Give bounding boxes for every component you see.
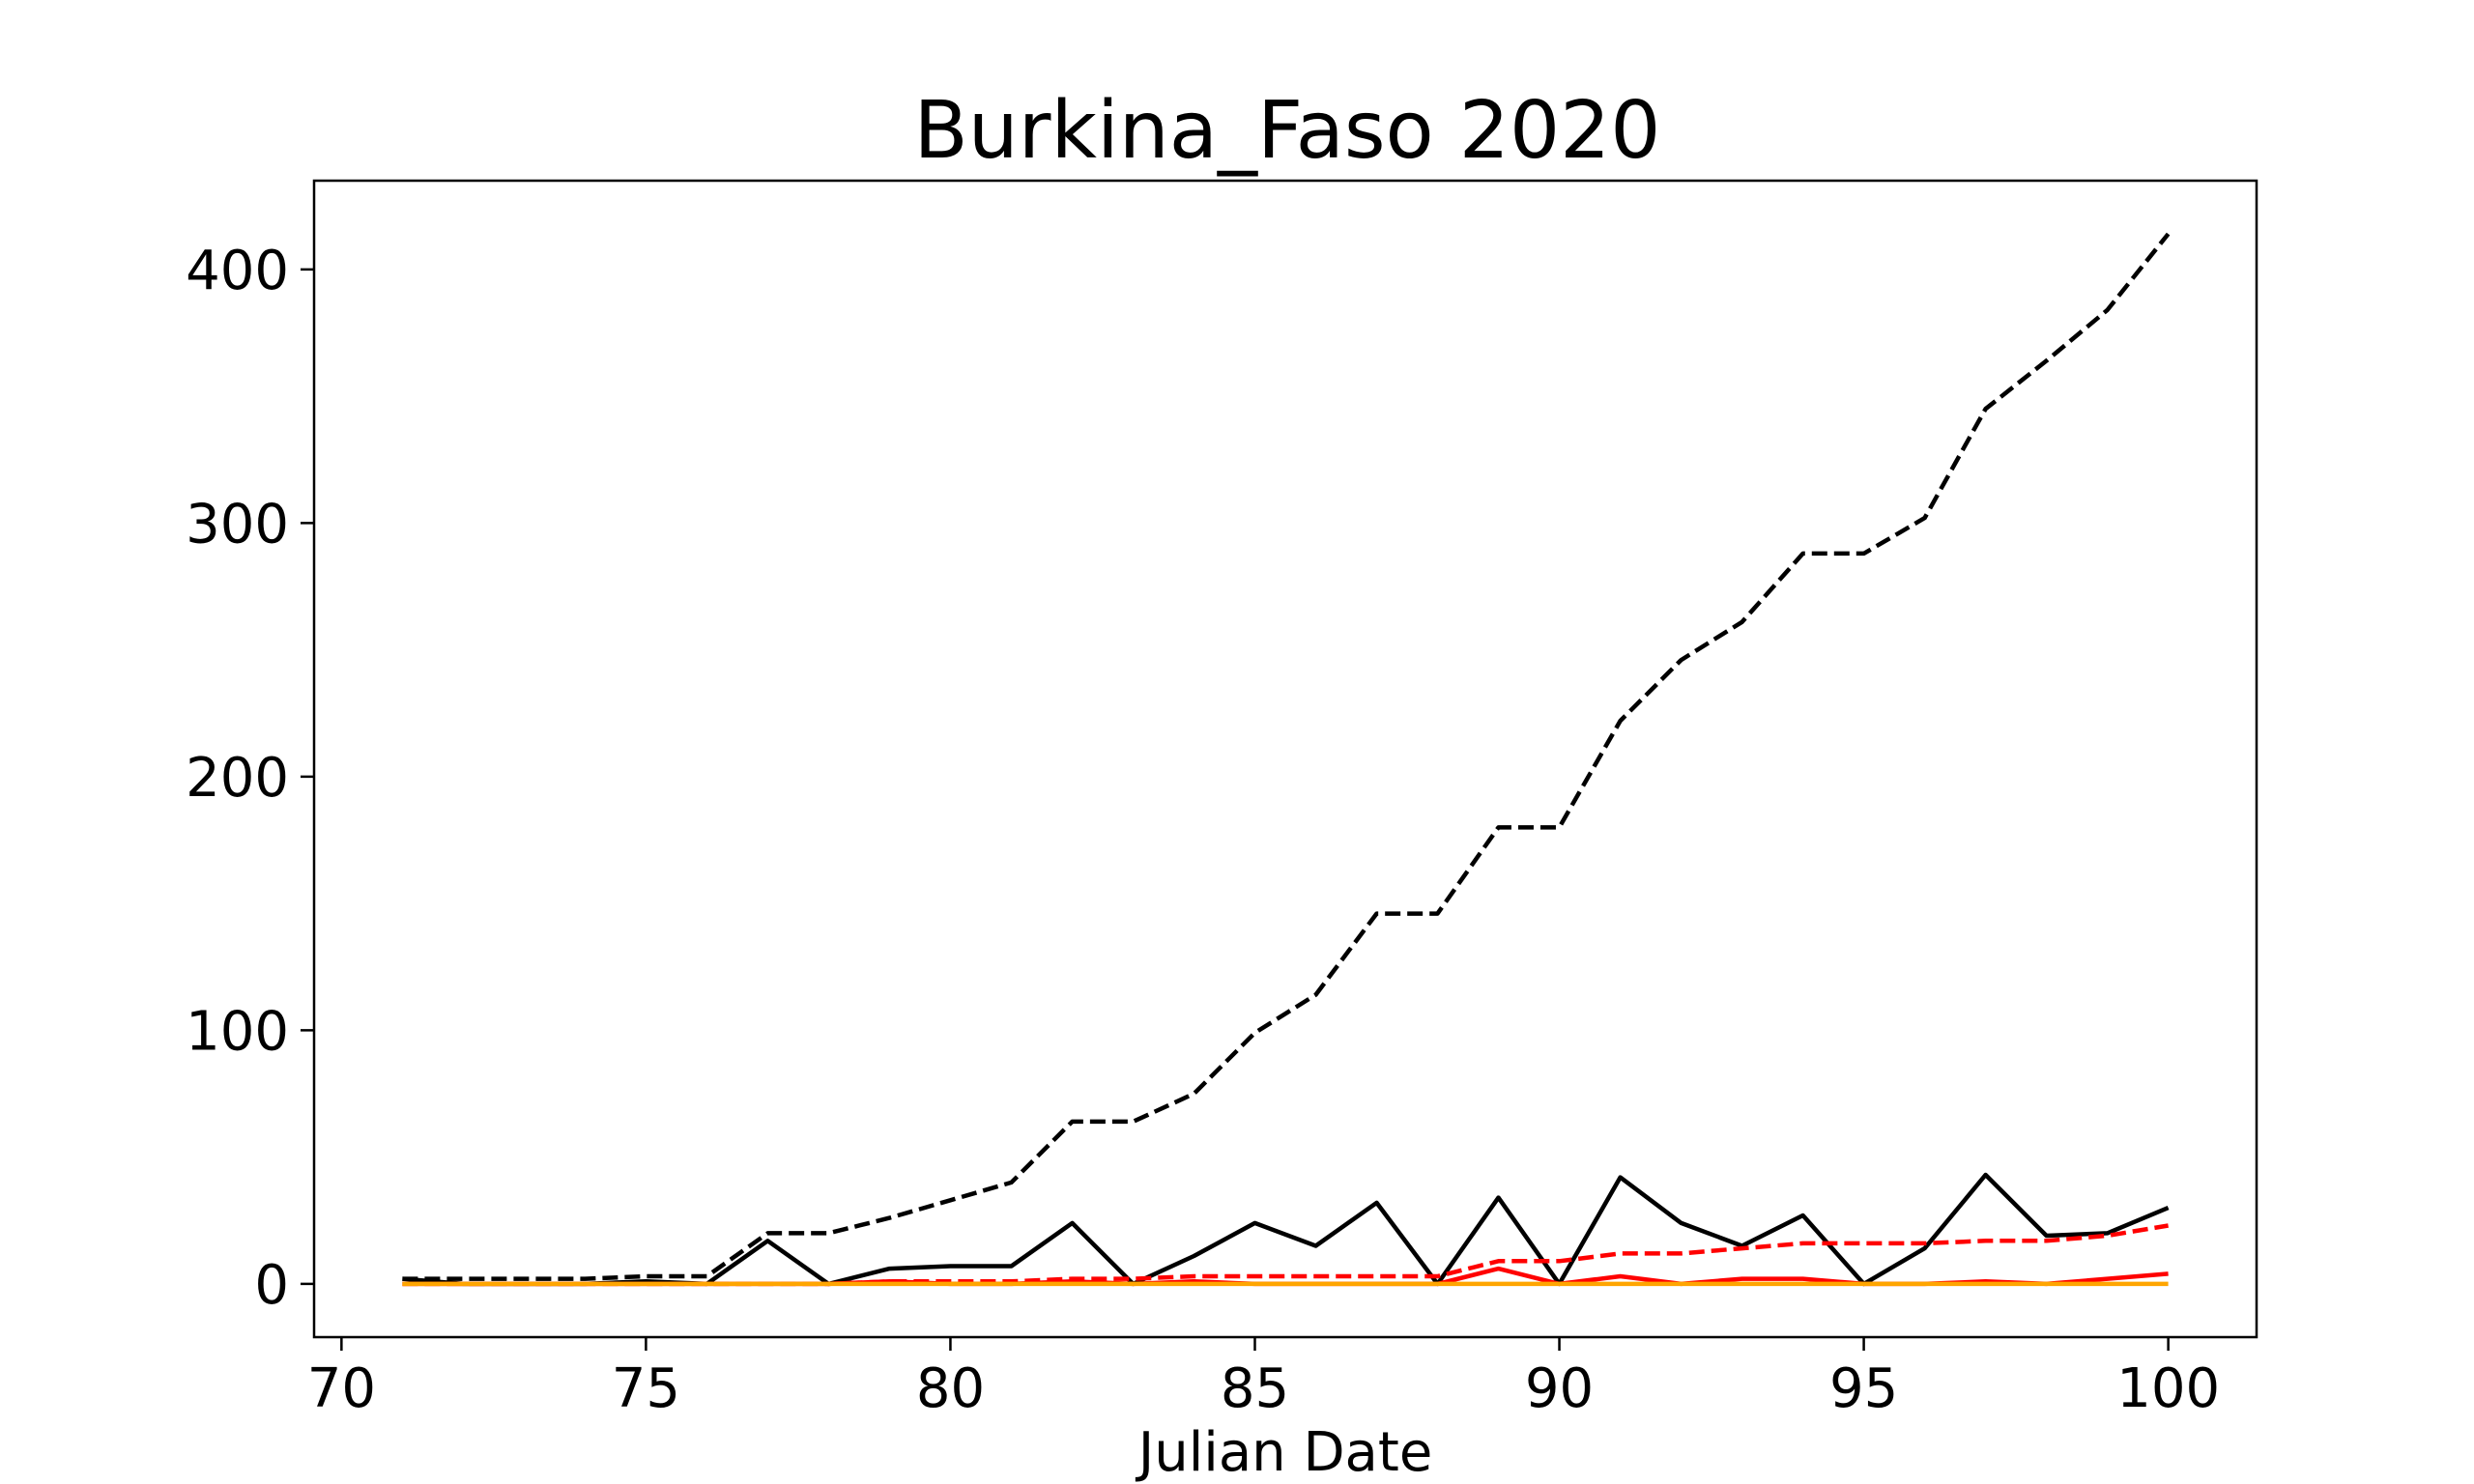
plot-frame [312, 179, 2258, 1339]
chart-title: Burkina_Faso 2020 [914, 85, 1661, 177]
x-tick-label: 70 [307, 1357, 376, 1420]
y-tick-label: 100 [186, 1000, 289, 1063]
y-tick-label: 300 [186, 493, 289, 556]
x-tick-label: 85 [1221, 1357, 1289, 1420]
x-axis: 70 75 80 85 90 95 100 [307, 1337, 2220, 1420]
x-axis-label: Julian Date [1136, 1421, 1433, 1484]
x-tick-label: 75 [612, 1357, 680, 1420]
y-tick-label: 0 [254, 1254, 289, 1317]
x-tick-label: 100 [2116, 1357, 2220, 1420]
y-tick-label: 400 [186, 240, 289, 302]
x-tick-label: 95 [1829, 1357, 1898, 1420]
y-axis: 0 100 200 300 400 [186, 240, 314, 1317]
x-tick-label: 80 [916, 1357, 985, 1420]
series-line-1 [402, 232, 2171, 1281]
y-tick-label: 200 [186, 747, 289, 810]
x-tick-label: 90 [1525, 1357, 1594, 1420]
series-layer [402, 232, 2171, 1287]
